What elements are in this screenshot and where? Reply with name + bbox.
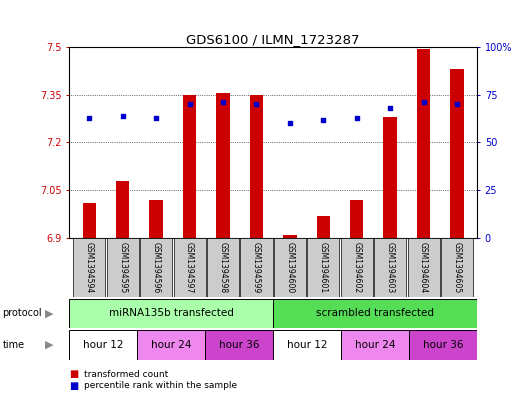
Bar xyxy=(274,238,306,297)
Text: GSM1394596: GSM1394596 xyxy=(152,242,161,293)
Point xyxy=(319,116,327,123)
Text: hour 12: hour 12 xyxy=(287,340,327,350)
Bar xyxy=(241,238,272,297)
Text: GSM1394600: GSM1394600 xyxy=(285,242,294,293)
Text: time: time xyxy=(3,340,25,350)
Point xyxy=(85,114,93,121)
Bar xyxy=(450,70,464,238)
Text: GSM1394595: GSM1394595 xyxy=(118,242,127,293)
Bar xyxy=(441,238,473,297)
Point xyxy=(453,101,461,107)
Point xyxy=(420,99,428,106)
Bar xyxy=(149,200,163,238)
Text: GSM1394594: GSM1394594 xyxy=(85,242,94,293)
Point xyxy=(152,114,160,121)
Bar xyxy=(341,330,409,360)
Bar xyxy=(341,238,373,297)
Bar xyxy=(69,299,273,328)
Text: hour 36: hour 36 xyxy=(423,340,463,350)
Bar xyxy=(273,330,341,360)
Bar xyxy=(140,238,172,297)
Text: protocol: protocol xyxy=(3,309,42,318)
Bar xyxy=(283,235,297,238)
Text: GSM1394604: GSM1394604 xyxy=(419,242,428,293)
Bar xyxy=(83,203,96,238)
Text: ▶: ▶ xyxy=(45,340,54,350)
Text: scrambled transfected: scrambled transfected xyxy=(316,309,434,318)
Bar xyxy=(417,49,430,238)
Text: hour 24: hour 24 xyxy=(355,340,396,350)
Bar xyxy=(183,95,196,238)
Point xyxy=(252,101,261,107)
Bar xyxy=(207,238,239,297)
Bar xyxy=(317,215,330,238)
Text: GSM1394605: GSM1394605 xyxy=(452,242,462,293)
Bar xyxy=(73,238,105,297)
Point xyxy=(119,113,127,119)
Bar xyxy=(407,238,440,297)
Bar xyxy=(116,180,129,238)
Point xyxy=(286,120,294,127)
Bar xyxy=(409,330,477,360)
Bar xyxy=(374,238,406,297)
Text: ▶: ▶ xyxy=(45,309,54,318)
Text: hour 24: hour 24 xyxy=(151,340,191,350)
Point xyxy=(186,101,194,107)
Text: GSM1394599: GSM1394599 xyxy=(252,242,261,293)
Text: percentile rank within the sample: percentile rank within the sample xyxy=(84,382,236,390)
Text: miRNA135b transfected: miRNA135b transfected xyxy=(109,309,233,318)
Bar xyxy=(69,330,137,360)
Point xyxy=(219,99,227,106)
Text: hour 12: hour 12 xyxy=(83,340,124,350)
Bar xyxy=(216,93,230,238)
Text: GSM1394598: GSM1394598 xyxy=(219,242,228,293)
Bar xyxy=(205,330,273,360)
Text: GSM1394601: GSM1394601 xyxy=(319,242,328,293)
Bar xyxy=(173,238,206,297)
Text: transformed count: transformed count xyxy=(84,370,168,378)
Bar xyxy=(137,330,205,360)
Text: ■: ■ xyxy=(69,369,78,379)
Title: GDS6100 / ILMN_1723287: GDS6100 / ILMN_1723287 xyxy=(186,33,360,46)
Text: ■: ■ xyxy=(69,381,78,391)
Bar xyxy=(384,117,397,238)
Point xyxy=(386,105,394,111)
Bar xyxy=(273,299,477,328)
Bar xyxy=(250,95,263,238)
Text: hour 36: hour 36 xyxy=(219,340,260,350)
Bar xyxy=(307,238,340,297)
Bar xyxy=(107,238,139,297)
Text: GSM1394597: GSM1394597 xyxy=(185,242,194,293)
Text: GSM1394603: GSM1394603 xyxy=(386,242,394,293)
Text: GSM1394602: GSM1394602 xyxy=(352,242,361,293)
Bar xyxy=(350,200,363,238)
Point xyxy=(352,114,361,121)
